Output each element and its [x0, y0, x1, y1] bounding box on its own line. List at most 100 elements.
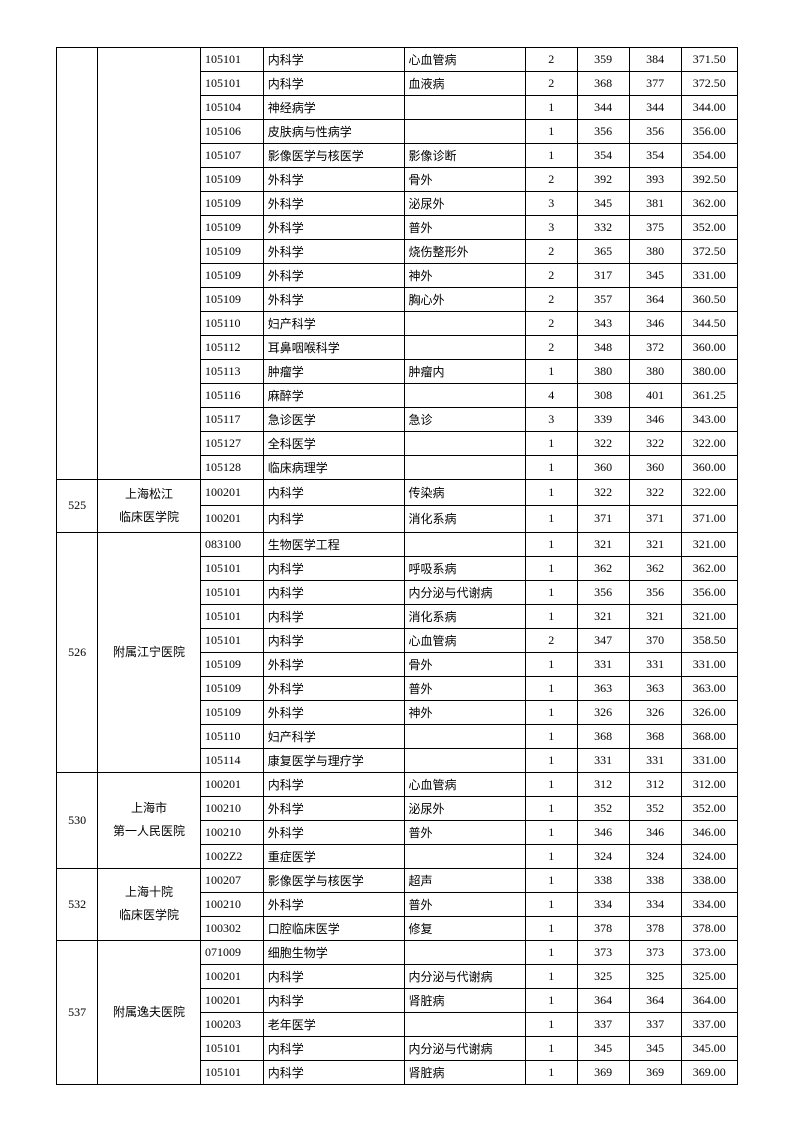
score-max: 401 — [629, 384, 681, 408]
subject-name: 急诊医学 — [263, 408, 404, 432]
subject-code: 071009 — [200, 940, 263, 964]
subject-code: 105110 — [200, 312, 263, 336]
subject-name: 皮肤病与性病学 — [263, 120, 404, 144]
subject-code: 100201 — [200, 506, 263, 532]
count: 1 — [525, 964, 577, 988]
specialty: 内分泌与代谢病 — [404, 1036, 525, 1060]
specialty: 胸心外 — [404, 288, 525, 312]
count: 1 — [525, 604, 577, 628]
subject-code: 105109 — [200, 240, 263, 264]
score-max: 352 — [629, 796, 681, 820]
specialty — [404, 724, 525, 748]
score-min: 364 — [577, 988, 629, 1012]
score-min: 324 — [577, 844, 629, 868]
score-min: 317 — [577, 264, 629, 288]
score-max: 337 — [629, 1012, 681, 1036]
institution-name: 附属江宁医院 — [98, 532, 201, 772]
specialty — [404, 748, 525, 772]
subject-name: 内科学 — [263, 580, 404, 604]
specialty: 神外 — [404, 700, 525, 724]
count: 1 — [525, 676, 577, 700]
score-min: 325 — [577, 964, 629, 988]
score-max: 362 — [629, 556, 681, 580]
specialty — [404, 384, 525, 408]
subject-name: 外科学 — [263, 892, 404, 916]
subject-code: 100210 — [200, 820, 263, 844]
score-max: 322 — [629, 480, 681, 506]
count: 1 — [525, 556, 577, 580]
score-max: 356 — [629, 580, 681, 604]
count: 1 — [525, 506, 577, 532]
score-max: 371 — [629, 506, 681, 532]
count: 1 — [525, 916, 577, 940]
score-min: 371 — [577, 506, 629, 532]
count: 1 — [525, 1012, 577, 1036]
subject-code: 105109 — [200, 264, 263, 288]
score-max: 373 — [629, 940, 681, 964]
score-max: 369 — [629, 1060, 681, 1084]
score-max: 378 — [629, 916, 681, 940]
subject-name: 重症医学 — [263, 844, 404, 868]
score-max: 331 — [629, 652, 681, 676]
subject-name: 外科学 — [263, 820, 404, 844]
subject-name: 内科学 — [263, 506, 404, 532]
score-avg: 371.00 — [681, 506, 737, 532]
score-max: 380 — [629, 360, 681, 384]
score-min: 373 — [577, 940, 629, 964]
table-body: 105101内科学心血管病2359384371.50105101内科学血液病23… — [57, 48, 738, 1085]
subject-name: 外科学 — [263, 676, 404, 700]
subject-code: 105114 — [200, 748, 263, 772]
score-max: 370 — [629, 628, 681, 652]
score-max: 384 — [629, 48, 681, 72]
count: 2 — [525, 72, 577, 96]
group-index: 525 — [57, 480, 98, 533]
subject-code: 105101 — [200, 556, 263, 580]
score-avg: 331.00 — [681, 748, 737, 772]
score-avg: 360.00 — [681, 336, 737, 360]
specialty: 神外 — [404, 264, 525, 288]
subject-name: 临床病理学 — [263, 456, 404, 480]
score-max: 354 — [629, 144, 681, 168]
specialty — [404, 940, 525, 964]
score-max: 346 — [629, 820, 681, 844]
score-max: 334 — [629, 892, 681, 916]
institution-name — [98, 48, 201, 480]
score-avg: 322.00 — [681, 432, 737, 456]
score-max: 322 — [629, 432, 681, 456]
score-max: 364 — [629, 288, 681, 312]
count: 1 — [525, 724, 577, 748]
score-avg: 321.00 — [681, 604, 737, 628]
score-min: 321 — [577, 532, 629, 556]
count: 1 — [525, 868, 577, 892]
specialty: 骨外 — [404, 652, 525, 676]
score-min: 354 — [577, 144, 629, 168]
subject-name: 康复医学与理疗学 — [263, 748, 404, 772]
specialty — [404, 844, 525, 868]
subject-name: 外科学 — [263, 240, 404, 264]
subject-code: 105107 — [200, 144, 263, 168]
count: 4 — [525, 384, 577, 408]
score-min: 356 — [577, 580, 629, 604]
score-max: 372 — [629, 336, 681, 360]
institution-name: 上海市第一人民医院 — [98, 772, 201, 868]
group-index: 526 — [57, 532, 98, 772]
specialty: 普外 — [404, 820, 525, 844]
subject-code: 105101 — [200, 628, 263, 652]
score-min: 343 — [577, 312, 629, 336]
score-avg: 361.25 — [681, 384, 737, 408]
subject-name: 麻醉学 — [263, 384, 404, 408]
subject-code: 105109 — [200, 216, 263, 240]
score-avg: 360.00 — [681, 456, 737, 480]
count: 3 — [525, 216, 577, 240]
score-avg: 358.50 — [681, 628, 737, 652]
score-avg: 392.50 — [681, 168, 737, 192]
subject-name: 影像医学与核医学 — [263, 868, 404, 892]
subject-name: 外科学 — [263, 796, 404, 820]
admissions-table: 105101内科学心血管病2359384371.50105101内科学血液病23… — [56, 47, 738, 1085]
score-min: 392 — [577, 168, 629, 192]
score-avg: 321.00 — [681, 532, 737, 556]
score-avg: 312.00 — [681, 772, 737, 796]
score-avg: 372.50 — [681, 72, 737, 96]
score-min: 345 — [577, 1036, 629, 1060]
count: 1 — [525, 96, 577, 120]
